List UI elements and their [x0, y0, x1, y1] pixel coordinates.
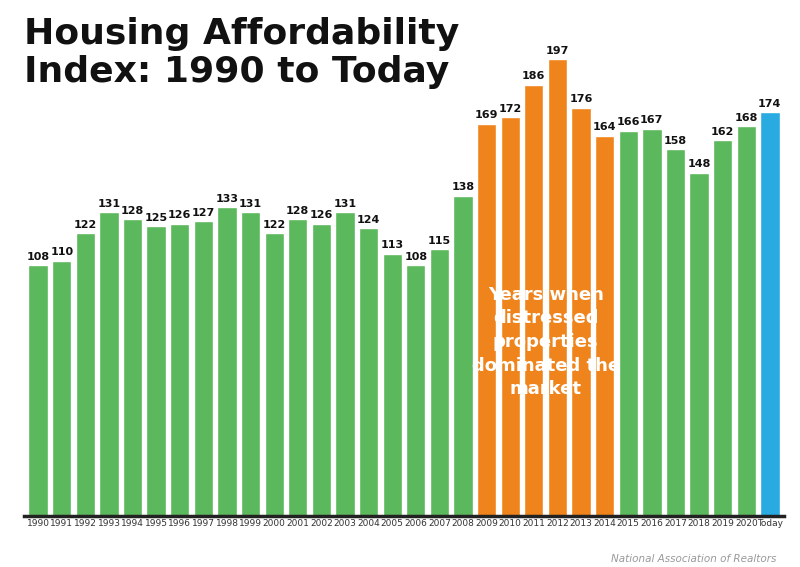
Bar: [690, 173, 709, 516]
Bar: [170, 224, 190, 516]
Bar: [642, 129, 662, 516]
Bar: [359, 229, 378, 516]
Bar: [335, 212, 354, 516]
Text: 128: 128: [121, 206, 144, 215]
Text: 126: 126: [310, 210, 333, 220]
Bar: [29, 265, 48, 516]
Text: 197: 197: [546, 45, 569, 56]
Text: 168: 168: [734, 113, 758, 123]
Bar: [548, 59, 567, 516]
Text: 128: 128: [286, 206, 310, 215]
Bar: [501, 117, 520, 516]
Bar: [52, 261, 71, 516]
Bar: [99, 212, 118, 516]
Text: 113: 113: [381, 240, 404, 251]
Bar: [571, 108, 590, 516]
Text: 127: 127: [192, 208, 215, 218]
Bar: [76, 233, 95, 516]
Text: 133: 133: [215, 194, 238, 204]
Bar: [618, 131, 638, 516]
Text: 169: 169: [475, 111, 498, 121]
Bar: [406, 265, 426, 516]
Text: 138: 138: [451, 183, 474, 192]
Bar: [146, 226, 166, 516]
Text: 115: 115: [428, 236, 451, 246]
Text: National Association of Realtors: National Association of Realtors: [610, 554, 776, 564]
Text: 108: 108: [404, 252, 427, 262]
Text: 166: 166: [617, 117, 640, 128]
Text: 167: 167: [640, 115, 663, 125]
Text: 174: 174: [758, 99, 782, 109]
Text: 124: 124: [357, 215, 380, 225]
Text: 110: 110: [50, 247, 74, 257]
Text: 176: 176: [570, 94, 593, 104]
Bar: [123, 219, 142, 516]
Bar: [218, 208, 237, 516]
Bar: [595, 136, 614, 516]
Text: 131: 131: [334, 198, 357, 209]
Text: 131: 131: [98, 198, 121, 209]
Bar: [194, 221, 213, 516]
Bar: [760, 112, 779, 516]
Bar: [430, 249, 449, 516]
Text: 172: 172: [498, 104, 522, 113]
Text: 108: 108: [26, 252, 50, 262]
Text: 126: 126: [168, 210, 191, 220]
Bar: [265, 233, 284, 516]
Bar: [454, 196, 473, 516]
Bar: [312, 224, 331, 516]
Bar: [382, 254, 402, 516]
Text: 122: 122: [262, 219, 286, 230]
Text: 162: 162: [711, 126, 734, 137]
Bar: [737, 126, 756, 516]
Bar: [524, 84, 543, 516]
Bar: [477, 124, 496, 516]
Text: 122: 122: [74, 219, 97, 230]
Text: 125: 125: [145, 213, 168, 223]
Bar: [713, 140, 732, 516]
Text: 164: 164: [593, 122, 616, 132]
Bar: [288, 219, 307, 516]
Text: Housing Affordability
Index: 1990 to Today: Housing Affordability Index: 1990 to Tod…: [24, 17, 459, 89]
Bar: [241, 212, 260, 516]
Text: 186: 186: [522, 71, 546, 81]
Text: Years when
distressed
properties
dominated the
market: Years when distressed properties dominat…: [471, 286, 620, 398]
Text: 148: 148: [687, 159, 710, 169]
Bar: [666, 150, 685, 516]
Text: 131: 131: [239, 198, 262, 209]
Text: 158: 158: [664, 136, 687, 146]
